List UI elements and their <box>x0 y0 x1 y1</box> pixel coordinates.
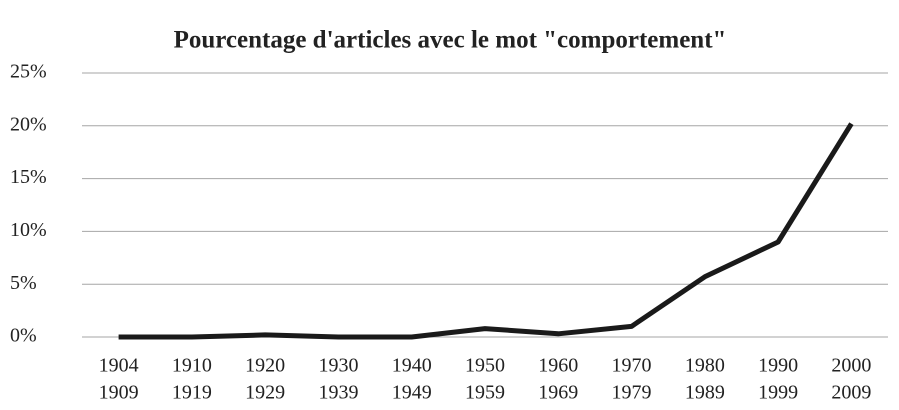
x-tick-label: 1959 <box>465 382 505 404</box>
x-tick-label: 1999 <box>758 382 798 404</box>
data-line <box>118 122 854 340</box>
y-tick-label: 20% <box>10 113 47 135</box>
x-tick-label: 1919 <box>172 382 212 404</box>
x-tick-label: 1990 <box>758 355 798 377</box>
x-tick-label: 1930 <box>318 355 358 377</box>
chart-title: Pourcentage d'articles avec le mot "comp… <box>174 27 727 54</box>
y-tick-label: 25% <box>10 61 47 83</box>
x-tick-label: 1980 <box>685 355 725 377</box>
x-tick-label: 1920 <box>245 355 285 377</box>
x-tick-label: 1909 <box>99 382 139 404</box>
x-tick-label: 1904 <box>99 355 139 377</box>
x-tick-label: 1979 <box>612 382 652 404</box>
y-tick-label: 5% <box>10 272 37 294</box>
x-tick-label: 1940 <box>392 355 432 377</box>
x-tick-label: 1970 <box>612 355 652 377</box>
x-tick-label: 1989 <box>685 382 725 404</box>
x-tick-label: 1969 <box>538 382 578 404</box>
y-tick-label: 10% <box>10 219 47 241</box>
x-tick-label: 2009 <box>831 382 871 404</box>
y-tick-label: 15% <box>10 166 47 188</box>
x-tick-label: 1910 <box>172 355 212 377</box>
x-tick-label: 2000 <box>831 355 871 377</box>
x-tick-label: 1949 <box>392 382 432 404</box>
x-tick-label: 1939 <box>318 382 358 404</box>
x-tick-label: 1950 <box>465 355 505 377</box>
x-tick-label: 1929 <box>245 382 285 404</box>
y-tick-label: 0% <box>10 325 37 347</box>
x-tick-label: 1960 <box>538 355 578 377</box>
